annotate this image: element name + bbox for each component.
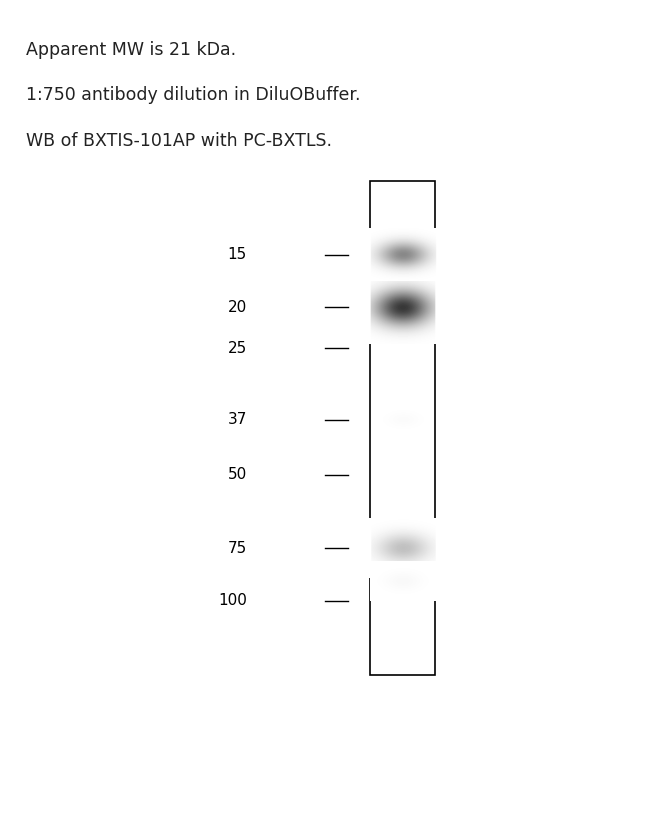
Text: 25: 25	[227, 341, 247, 356]
Text: 75: 75	[227, 541, 247, 556]
Text: Apparent MW is 21 kDa.: Apparent MW is 21 kDa.	[26, 41, 236, 59]
Text: 15: 15	[227, 248, 247, 263]
Text: 20: 20	[227, 300, 247, 315]
Text: 37: 37	[227, 412, 247, 427]
Text: 50: 50	[227, 467, 247, 482]
Text: 1:750 antibody dilution in DiluOBuffer.: 1:750 antibody dilution in DiluOBuffer.	[26, 86, 361, 105]
Bar	[370, 181, 436, 675]
Text: 100: 100	[218, 593, 247, 608]
Text: WB of BXTIS-101AP with PC-BXTLS.: WB of BXTIS-101AP with PC-BXTLS.	[26, 132, 332, 150]
